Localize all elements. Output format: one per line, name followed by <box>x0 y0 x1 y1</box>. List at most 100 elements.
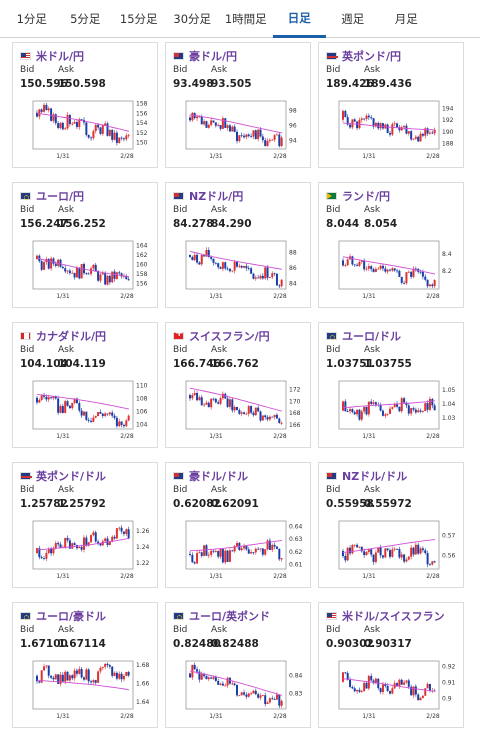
candle-body <box>226 125 229 128</box>
candle-body <box>196 553 199 564</box>
tab-30min[interactable]: 30分足 <box>173 12 212 26</box>
pair-title-link[interactable]: 英ポンド/円 <box>326 49 401 63</box>
rate-card[interactable]: ユーロ/ドル Bid Ask 1.03751 1.03755 1.03 1.04 1.05 1/… <box>318 322 464 448</box>
candle-body <box>261 136 264 141</box>
rate-card[interactable]: 米ドル/円 Bid Ask 150.596 150.598 150 152 154 156 158… <box>12 42 158 168</box>
pair-title-link[interactable]: 米ドル/円 <box>20 49 84 63</box>
pair-title[interactable]: 英ポンド/ドル <box>36 470 107 483</box>
pair-title-link[interactable]: 英ポンド/ドル <box>20 469 106 483</box>
pair-title[interactable]: 豪ドル/ドル <box>189 470 249 483</box>
bid-label: Bid <box>173 205 188 215</box>
candle-body <box>363 682 366 692</box>
pair-title-link[interactable]: ランド/円 <box>326 189 390 203</box>
pair-title[interactable]: ユーロ/豪ドル <box>36 610 107 623</box>
tab-5min[interactable]: 5分足 <box>70 12 101 26</box>
rate-card[interactable]: カナダドル/円 Bid Ask 104.104 104.119 104 106 108 110 1… <box>12 322 158 448</box>
candle-body <box>396 403 399 407</box>
candle-body <box>365 551 368 556</box>
candle-body <box>47 548 50 553</box>
pair-title[interactable]: NZドル/円 <box>189 190 244 203</box>
candle-body <box>266 267 269 278</box>
candle-body <box>424 550 427 554</box>
pair-title-link[interactable]: ユーロ/英ポンド <box>173 609 270 623</box>
rate-card[interactable]: 豪ドル/ドル Bid Ask 0.62082 0.62091 0.61 0.62 0.63 0.… <box>165 462 311 588</box>
pair-title-link[interactable]: カナダドル/円 <box>20 329 106 343</box>
pair-title[interactable]: NZドル/ドル <box>342 470 408 483</box>
candle-body <box>358 689 361 692</box>
candle-body <box>83 411 85 416</box>
candle-body <box>358 546 361 548</box>
rate-card[interactable]: ランド/円 Bid Ask 8.044 8.054 8.2 8.4 1/31 2/28 <box>318 182 464 308</box>
candle-body <box>231 399 234 411</box>
candle-body <box>261 548 264 555</box>
bid-value: 8.044 <box>326 218 360 230</box>
tab-daily[interactable]: 日足 <box>272 0 326 38</box>
candle-body <box>280 423 283 424</box>
pair-title[interactable]: カナダドル/円 <box>36 330 107 343</box>
pair-title[interactable]: 英ポンド/円 <box>342 50 402 63</box>
pair-title-link[interactable]: スイスフラン/円 <box>173 328 270 343</box>
pair-title-link[interactable]: NZドル/円 <box>173 189 243 203</box>
tab-1min[interactable]: 1分足 <box>16 12 47 26</box>
eu-flag-icon <box>173 612 184 620</box>
y-tick-label: 106 <box>136 408 148 415</box>
y-tick-label: 108 <box>136 395 148 402</box>
tab-1hour[interactable]: 1時間足 <box>224 12 267 26</box>
candle-body <box>353 544 356 546</box>
pair-title-link[interactable]: ユーロ/ドル <box>326 329 401 343</box>
rate-card[interactable]: 英ポンド/ドル Bid Ask 1.25782 1.25792 1.22 1.24 1.26 1… <box>12 462 158 588</box>
pair-title-link[interactable]: ユーロ/円 <box>20 189 84 203</box>
rate-card[interactable]: NZドル/ドル Bid Ask 0.55958 0.55972 0.56 0.57 1/31 2… <box>318 462 464 588</box>
candle-body <box>393 123 396 125</box>
candle-body <box>403 125 406 128</box>
candle-body <box>405 559 408 562</box>
rate-card[interactable]: 豪ドル/円 Bid Ask 93.498 93.505 94 96 98 1/31 2/28 <box>165 42 311 168</box>
pair-title[interactable]: 豪ドル/円 <box>189 50 238 63</box>
candle-body <box>191 112 194 121</box>
candle-body <box>400 554 403 558</box>
candle-body <box>101 273 104 275</box>
candle-body <box>360 546 363 552</box>
candle-body <box>40 557 43 559</box>
pair-title[interactable]: ユーロ/ドル <box>342 330 402 343</box>
pair-title-link[interactable]: 豪ドル/ドル <box>173 469 248 483</box>
candle-body <box>261 695 264 697</box>
rate-card[interactable]: 米ドル/スイスフラン Bid Ask 0.90302 0.90317 0.9 0.91 0.9… <box>318 602 464 728</box>
pair-title[interactable]: スイスフラン/円 <box>189 330 270 343</box>
candle-body <box>85 273 88 274</box>
candle-body <box>247 693 250 697</box>
pair-title[interactable]: 米ドル/円 <box>36 50 85 63</box>
candle-body <box>421 271 424 277</box>
candle-body <box>273 544 276 547</box>
candle-body <box>273 414 276 417</box>
pair-title-link[interactable]: 米ドル/スイスフラン <box>326 609 445 623</box>
rate-card[interactable]: 英ポンド/円 Bid Ask 189.426 189.436 188 190 192 194 1/… <box>318 42 464 168</box>
pair-title[interactable]: ランド/円 <box>342 190 391 203</box>
pair-title[interactable]: 米ドル/スイスフラン <box>342 610 445 623</box>
ask-value: 156.252 <box>58 218 106 230</box>
candle-body <box>233 683 236 686</box>
pair-title-link[interactable]: ユーロ/豪ドル <box>20 609 106 623</box>
chart-frame <box>32 380 134 430</box>
candle-body <box>80 669 83 678</box>
candle-body <box>127 279 130 281</box>
tab-15min[interactable]: 15分足 <box>119 12 158 26</box>
rate-card[interactable]: ユーロ/豪ドル Bid Ask 1.67100 1.67114 1.64 1.66 1.68 1… <box>12 602 158 728</box>
rate-card[interactable]: ユーロ/英ポンド Bid Ask 0.82480 0.82488 0.83 0.84 1/31… <box>165 602 311 728</box>
rate-card[interactable]: ユーロ/円 Bid Ask 156.247 156.252 156 158 160 162 164… <box>12 182 158 308</box>
pair-title-link[interactable]: 豪ドル/円 <box>173 49 237 63</box>
candle-body <box>106 275 109 285</box>
tab-weekly[interactable]: 週足 <box>341 12 365 26</box>
y-tick-label: 94 <box>289 138 297 145</box>
pair-title[interactable]: ユーロ/円 <box>36 190 85 203</box>
candle-body <box>38 399 41 403</box>
pair-title-link[interactable]: NZドル/ドル <box>326 469 407 483</box>
pair-title[interactable]: ユーロ/英ポンド <box>189 610 271 623</box>
x-tick-label: 2/28 <box>273 153 287 160</box>
candle-body <box>71 272 74 274</box>
rate-card[interactable]: NZドル/円 Bid Ask 84.278 84.290 84 86 88 1/31 2/28 <box>165 182 311 308</box>
tab-monthly[interactable]: 月足 <box>394 12 418 26</box>
ask-label: Ask <box>364 625 381 635</box>
candle-body <box>113 536 116 539</box>
